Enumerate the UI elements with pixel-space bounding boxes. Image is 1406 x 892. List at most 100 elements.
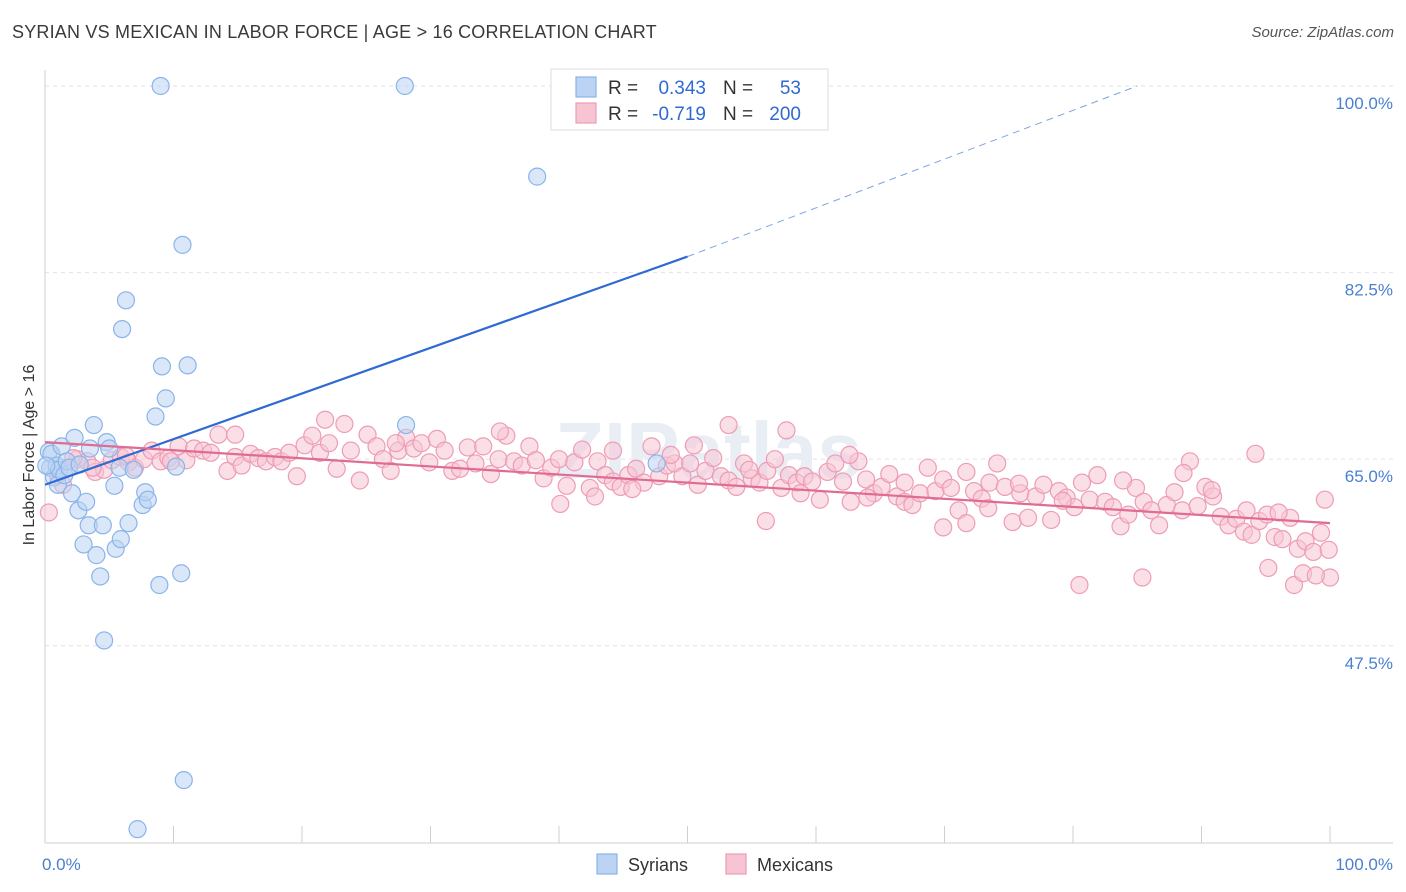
mexican-point-76 <box>642 437 661 456</box>
y-tick-label-1: 82.5% <box>1345 281 1393 300</box>
mexican-point-180 <box>603 441 623 460</box>
bottom-swatch-syrians <box>596 853 618 875</box>
x-tick-label-0: 0.0% <box>42 855 81 874</box>
data-points <box>37 76 1340 839</box>
mexican-point-166 <box>1315 490 1334 509</box>
syrian-point-20 <box>87 546 106 565</box>
syrian-point-38 <box>146 407 165 426</box>
stats-legend: R = 0.343 N = 53 R = -0.719 N = 200 <box>550 68 829 131</box>
mexican-point-171 <box>1202 480 1221 500</box>
bottom-legend-mexicans: Mexicans <box>757 855 833 875</box>
syrian-point-32 <box>119 514 138 533</box>
legend-n-label-syrians: N = <box>723 78 753 99</box>
mexican-point-52 <box>458 438 477 457</box>
mexican-point-112 <box>918 458 937 477</box>
mexican-point-201 <box>1306 566 1325 585</box>
mexican-point-179 <box>661 445 680 465</box>
mexican-point-141 <box>1142 501 1161 520</box>
y-tick-label-2: 65.0% <box>1345 467 1393 486</box>
mexican-point-162 <box>1304 542 1323 562</box>
syrian-point-29 <box>111 530 130 549</box>
syrian-point-41 <box>152 357 172 376</box>
mexican-point-35 <box>327 459 346 478</box>
mexican-point-67 <box>573 440 592 459</box>
y-tick-label-0: 100.0% <box>1335 94 1393 113</box>
syrian-point-34 <box>128 820 147 839</box>
legend-n-syrians: 53 <box>780 78 801 99</box>
syrian-point-46 <box>174 770 193 790</box>
legend-r-label-mexicans: R = <box>608 104 638 125</box>
mexican-point-84 <box>704 448 723 468</box>
mexican-point-195 <box>791 484 810 503</box>
mexican-point-53 <box>466 454 485 473</box>
mexican-point-170 <box>1246 444 1265 463</box>
mexican-point-147 <box>1188 496 1207 516</box>
syrian-point-40 <box>151 76 170 96</box>
mexican-point-121 <box>988 454 1007 473</box>
syrian-point-51 <box>647 454 666 473</box>
mexican-point-196 <box>895 473 914 492</box>
x-tick-labels: 0.0% 100.0% <box>42 855 1393 874</box>
mexican-point-42 <box>381 461 400 480</box>
syrian-point-45 <box>173 235 192 254</box>
mexican-point-190 <box>551 494 570 514</box>
syrian-point-15 <box>74 535 93 554</box>
syrian-point-49 <box>396 415 416 435</box>
mexican-point-92 <box>765 450 784 469</box>
syrian-point-22 <box>93 516 112 535</box>
mexican-point-198 <box>1174 463 1193 483</box>
mexican-point-46 <box>412 434 431 453</box>
syrian-point-30 <box>112 319 132 339</box>
y-tick-label-3: 47.5% <box>1345 654 1393 673</box>
mexican-point-206 <box>858 488 877 507</box>
mexican-point-74 <box>626 459 646 478</box>
mexican-point-197 <box>1009 474 1029 493</box>
mexican-point-192 <box>623 479 642 499</box>
legend-swatch-syrians <box>575 76 597 98</box>
legend-n-mexicans: 200 <box>769 104 801 125</box>
mexican-point-98 <box>810 490 829 509</box>
syrian-point-50 <box>528 167 547 186</box>
mexican-point-104 <box>857 470 876 489</box>
syrian-point-31 <box>116 291 136 310</box>
x-tick-label-1: 100.0% <box>1335 855 1393 874</box>
mexican-point-117 <box>957 462 976 482</box>
legend-r-syrians: 0.343 <box>658 78 706 99</box>
syrian-point-25 <box>100 439 119 458</box>
y-tick-labels: 100.0% 82.5% 65.0% 47.5% <box>1335 94 1393 673</box>
mexican-point-154 <box>1242 525 1261 544</box>
mexican-point-125 <box>1018 508 1038 527</box>
mexican-point-69 <box>588 452 607 471</box>
mexican-point-65 <box>557 476 576 495</box>
syrian-point-16 <box>77 492 96 511</box>
mexican-point-115 <box>941 478 961 498</box>
mexican-point-56 <box>489 450 508 469</box>
mexican-point-38 <box>350 471 369 490</box>
mexican-point-199 <box>1237 501 1256 520</box>
mexican-point-164 <box>1319 540 1338 559</box>
chart-title: SYRIAN VS MEXICAN IN LABOR FORCE | AGE >… <box>12 22 657 42</box>
mexican-point-32 <box>303 426 322 445</box>
mexican-point-191 <box>585 487 605 506</box>
mexican-point-194 <box>740 460 759 479</box>
mexican-point-0 <box>39 503 58 522</box>
mexican-point-183 <box>316 410 335 429</box>
syrian-trend-extension <box>687 85 1138 258</box>
y-axis-title: In Labor Force | Age > 16 <box>21 365 38 546</box>
mexican-point-54 <box>474 437 493 456</box>
mexican-point-163 <box>1311 523 1331 542</box>
mexican-point-49 <box>435 441 454 460</box>
mexican-point-120 <box>980 473 999 492</box>
mexican-point-127 <box>1034 475 1053 494</box>
mexican-point-142 <box>1149 516 1169 535</box>
syrian-point-21 <box>91 567 110 586</box>
mexican-point-111 <box>910 484 930 503</box>
mexican-point-184 <box>226 425 245 444</box>
mexican-point-181 <box>490 422 509 441</box>
mexican-point-37 <box>341 441 360 460</box>
mexican-point-145 <box>1173 501 1192 520</box>
legend-r-label-syrians: R = <box>608 78 638 99</box>
mexican-point-61 <box>526 451 545 470</box>
syrian-point-26 <box>105 476 124 495</box>
